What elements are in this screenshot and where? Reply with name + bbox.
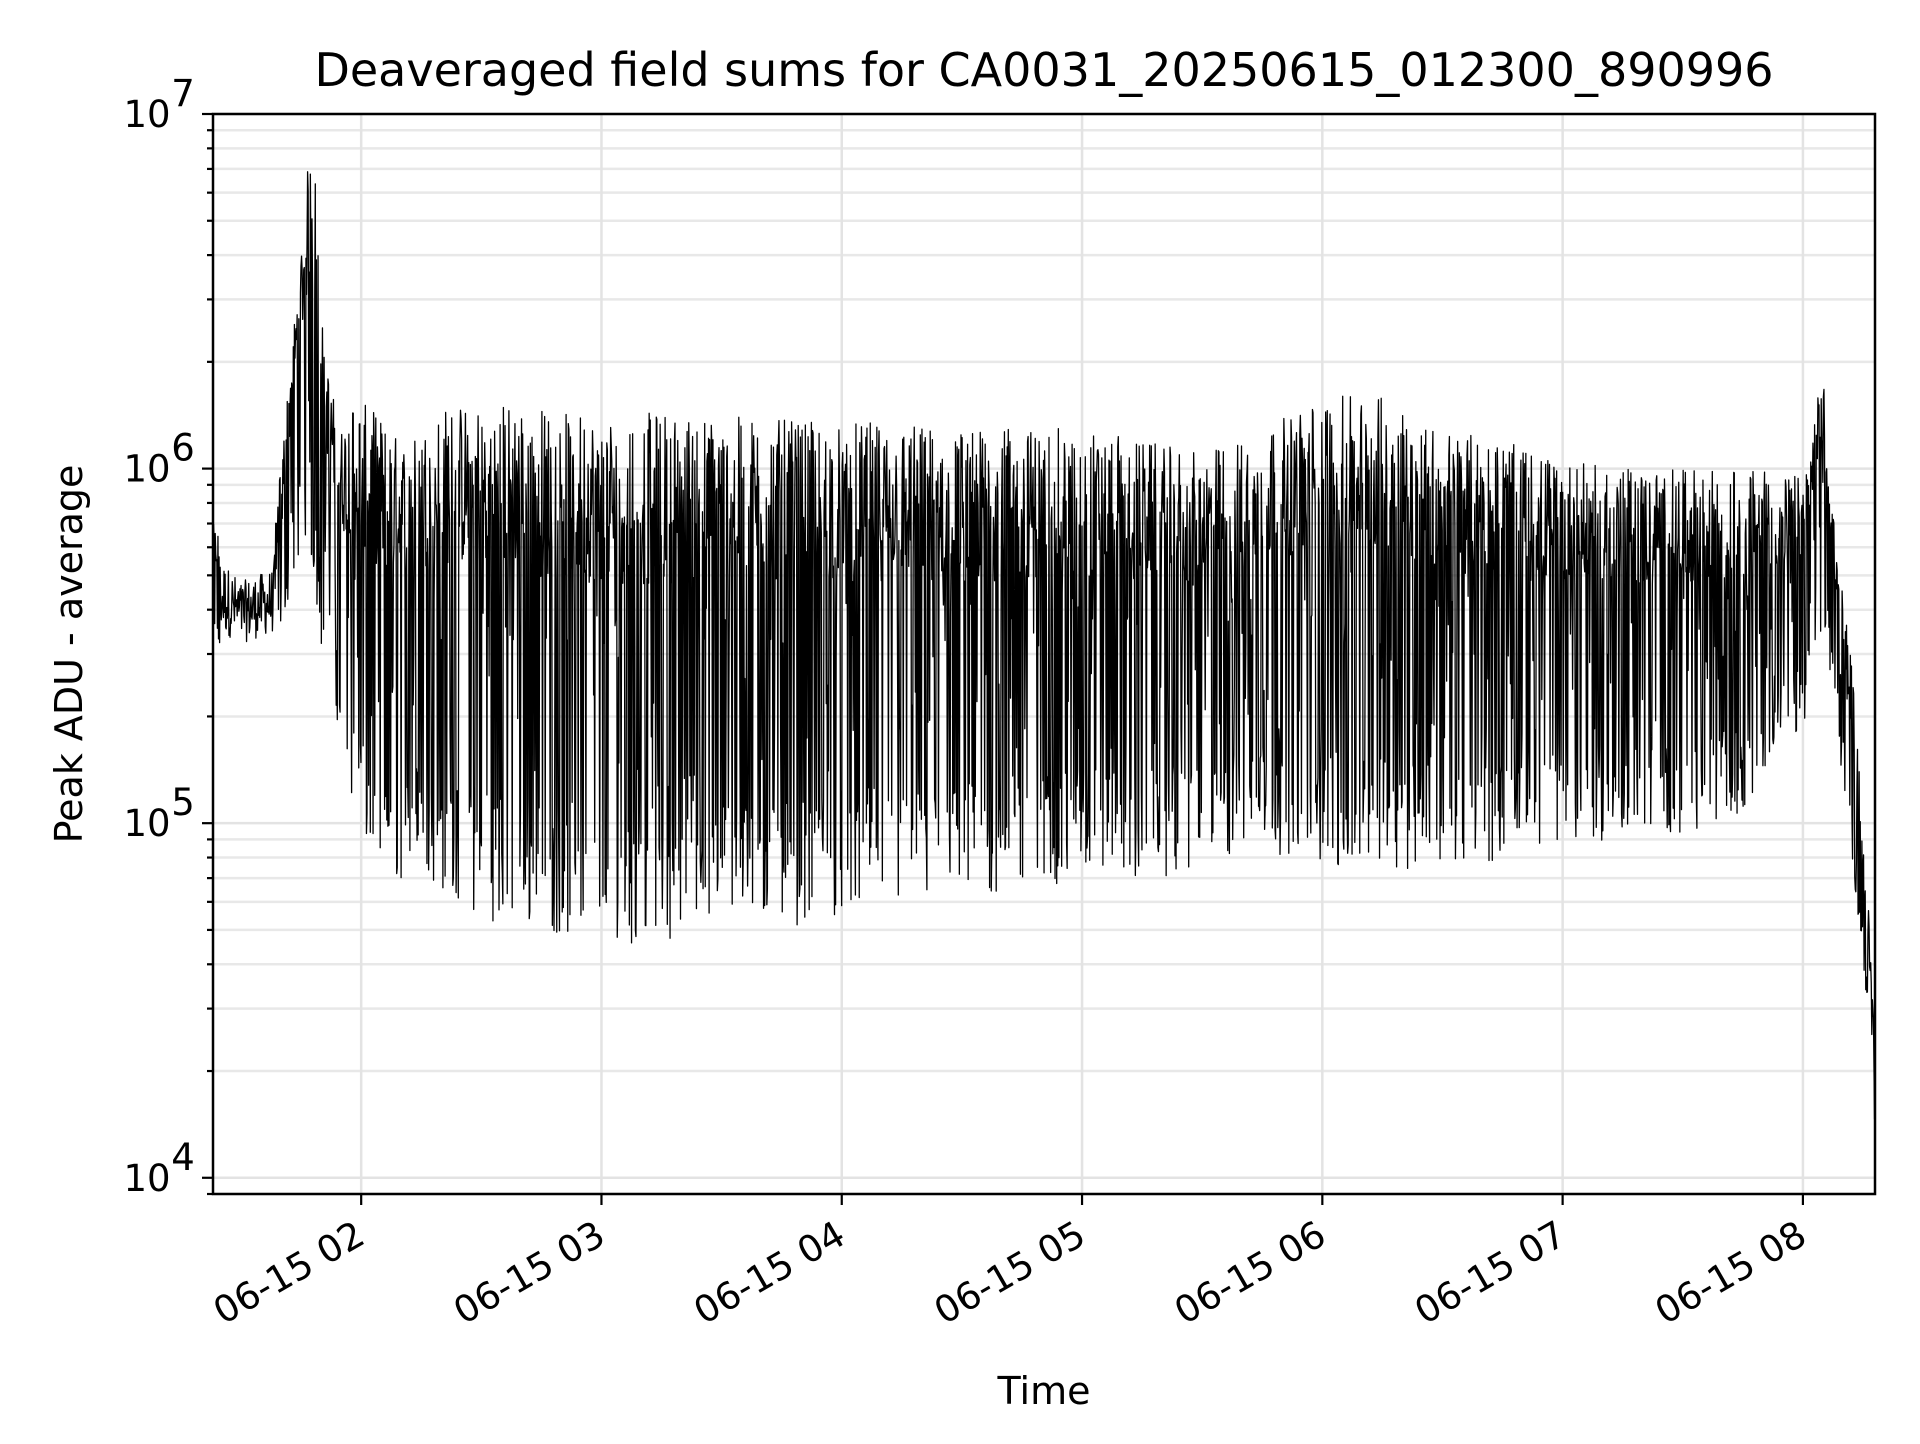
x-tick-label: 06-15 03	[446, 1213, 612, 1333]
y-tick-exponent: 7	[171, 72, 195, 115]
x-axis-label: Time	[997, 1369, 1091, 1413]
x-tick-label: 06-15 06	[1167, 1213, 1333, 1333]
y-tick-label: 10	[123, 1157, 170, 1200]
series-layer	[212, 171, 1876, 1120]
x-tick-label: 06-15 05	[927, 1213, 1093, 1333]
y-tick-label: 10	[123, 802, 170, 845]
x-tick-label: 06-15 02	[206, 1213, 372, 1333]
x-tick-label: 06-15 08	[1648, 1213, 1814, 1333]
chart-title: Deaveraged field sums for CA0031_2025061…	[314, 43, 1773, 97]
x-tick-label: 06-15 04	[687, 1213, 853, 1333]
series-line	[212, 171, 1876, 1120]
y-tick-label: 10	[123, 448, 170, 491]
y-tick-exponent: 6	[171, 427, 195, 470]
y-axis-label: Peak ADU - average	[47, 465, 91, 844]
y-tick-exponent: 5	[171, 781, 195, 824]
y-tick-exponent: 4	[171, 1136, 195, 1179]
x-tick-label: 06-15 07	[1408, 1213, 1574, 1333]
y-tick-label: 10	[123, 93, 170, 136]
